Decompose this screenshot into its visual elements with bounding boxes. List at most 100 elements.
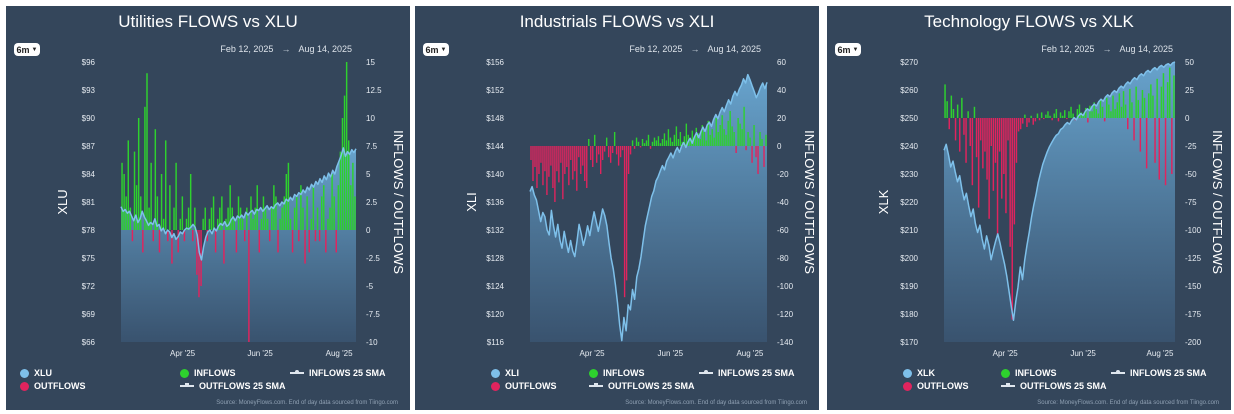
date-range[interactable]: Feb 12, 2025 → Aug 14, 2025: [629, 44, 761, 54]
legend-item-inflows-sma[interactable]: INFLOWS 25 SMA: [290, 368, 386, 378]
legend-dot: [20, 368, 29, 378]
legend-item-outflows[interactable]: OUTFLOWS: [491, 381, 557, 391]
x-tick-label: Apr '25: [580, 349, 606, 358]
inflow-bar: [635, 137, 638, 146]
inflow-bar: [148, 207, 150, 230]
legend-item-inflows-sma[interactable]: INFLOWS 25 SMA: [1111, 368, 1207, 378]
left-tick-label: $81: [82, 198, 96, 207]
legend-item-outflows[interactable]: OUTFLOWS: [903, 381, 969, 391]
outflow-bar: [611, 146, 614, 153]
legend-item-price[interactable]: XLI: [491, 368, 519, 378]
inflow-bar: [613, 132, 616, 146]
inflow-bar: [310, 218, 313, 230]
inflow-bar: [1097, 113, 1100, 118]
price-line: [120, 147, 357, 261]
inflow-bar: [146, 73, 148, 230]
line-marker-icon: [290, 370, 304, 374]
inflow-bar: [121, 162, 123, 230]
legend-item-outflows-sma[interactable]: OUTFLOWS 25 SMA: [1001, 381, 1107, 391]
inflow-bar: [331, 174, 333, 230]
inflow-bar: [1156, 78, 1158, 118]
inflow-bar: [667, 129, 670, 146]
outflow-bar: [558, 146, 560, 183]
inflow-bar: [352, 162, 354, 230]
legend-label: XLI: [505, 368, 520, 378]
legend-item-inflows[interactable]: INFLOWS: [1001, 368, 1057, 378]
inflow-bar: [1095, 109, 1097, 118]
inflow-bar: [743, 106, 745, 146]
inflow-bar: [1049, 115, 1051, 118]
legend-item-inflows[interactable]: INFLOWS: [180, 368, 236, 378]
outflow-bar: [158, 230, 161, 253]
legend-item-price[interactable]: XLK: [903, 368, 935, 378]
legend-item-outflows-sma[interactable]: OUTFLOWS 25 SMA: [589, 381, 695, 391]
inflow-bar: [154, 129, 157, 230]
range-button[interactable]: 6m ▼: [423, 43, 449, 56]
outflow-bar: [206, 230, 209, 242]
inflow-bar: [695, 127, 697, 146]
inflow-bar: [1143, 97, 1146, 118]
outflow-bar: [1026, 118, 1028, 127]
outflow-bar: [570, 146, 572, 160]
outflow-bar: [167, 230, 169, 242]
inflow-bar: [289, 218, 292, 230]
legend-label: INFLOWS 25 SMA: [1130, 368, 1207, 378]
outflow-bar: [532, 146, 534, 181]
inflow-bar: [657, 136, 660, 146]
legend-dot: [589, 368, 598, 378]
left-tick-label: $87: [82, 142, 96, 151]
inflow-bar: [1129, 88, 1131, 118]
legend-item-inflows[interactable]: INFLOWS: [589, 368, 645, 378]
inflow-bar: [679, 132, 682, 146]
range-button[interactable]: 6m ▼: [14, 43, 40, 56]
inflow-bar: [1089, 105, 1091, 118]
date-from: Feb 12, 2025: [1041, 44, 1095, 54]
inflow-bar: [343, 95, 346, 230]
x-tick-label: Aug '25: [326, 349, 353, 358]
inflow-bar: [302, 207, 304, 230]
date-range[interactable]: Feb 12, 2025 → Aug 14, 2025: [220, 44, 352, 54]
inflow-bar: [637, 141, 640, 146]
legend-item-inflows-sma[interactable]: INFLOWS 25 SMA: [699, 368, 795, 378]
inflow-bar: [1122, 91, 1125, 118]
legend-item-outflows[interactable]: OUTFLOWS: [20, 381, 86, 391]
outflow-bar: [1032, 118, 1034, 125]
outflow-bar: [183, 230, 186, 242]
inflow-bar: [210, 207, 213, 230]
legend-dot: [491, 381, 500, 391]
right-tick-label: -150: [1185, 282, 1202, 291]
source-note: Source: MoneyFlows.com. End of day data …: [216, 400, 398, 406]
inflow-bar: [175, 162, 177, 230]
inflow-bar: [1061, 115, 1064, 118]
legend-item-outflows-sma[interactable]: OUTFLOWS 25 SMA: [180, 381, 286, 391]
outflow-bar: [560, 146, 562, 163]
date-range[interactable]: Feb 12, 2025 → Aug 14, 2025: [1041, 44, 1173, 54]
outflow-bar: [625, 146, 628, 281]
inflow-bar: [759, 132, 761, 146]
inflow-bar: [296, 196, 298, 230]
legend-label: XLK: [917, 368, 935, 378]
legend-label: OUTFLOWS: [917, 381, 969, 391]
outflow-bar: [530, 146, 532, 160]
inflow-bar: [316, 207, 319, 230]
inflow-bar: [275, 196, 277, 230]
left-axis-title: XLU: [55, 189, 70, 214]
range-button[interactable]: 6m ▼: [835, 43, 861, 56]
right-tick-label: -100: [777, 282, 794, 291]
inflow-bar: [669, 137, 672, 146]
inflow-bar: [950, 95, 953, 118]
outflow-bar: [152, 230, 154, 242]
left-tick-label: $128: [486, 254, 504, 263]
outflow-bar: [1139, 118, 1142, 152]
outflow-bar: [1015, 118, 1018, 163]
outflow-bar: [627, 146, 630, 174]
outflow-bar: [629, 146, 632, 155]
outflow-bar: [1022, 118, 1024, 124]
inflow-bar: [753, 125, 755, 146]
outflow-bar: [1005, 118, 1007, 214]
outflow-bar: [1013, 118, 1016, 225]
legend-item-price[interactable]: XLU: [20, 368, 52, 378]
inflow-bar: [1150, 84, 1152, 118]
inflow-bar: [1053, 113, 1055, 118]
inflow-bar: [281, 207, 283, 230]
